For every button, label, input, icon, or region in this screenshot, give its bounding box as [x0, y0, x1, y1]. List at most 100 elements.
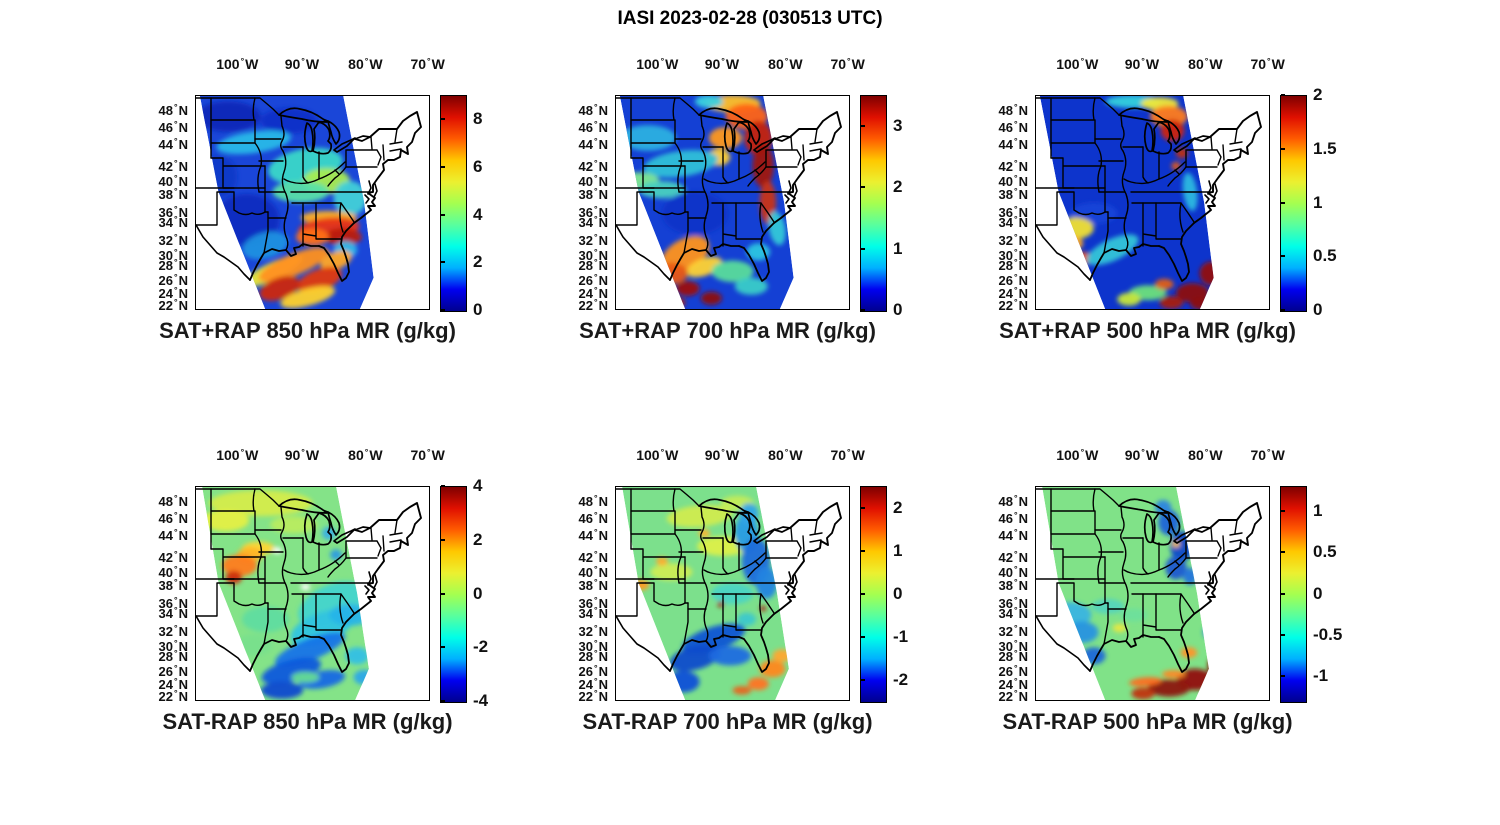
lat-tick-label: 28°N — [542, 646, 608, 664]
colorbar-tick-mark — [861, 309, 865, 311]
lat-tick-suffix: N — [1018, 173, 1028, 189]
lat-tick-value: 34 — [578, 215, 593, 231]
lat-tick-suffix: N — [178, 511, 188, 527]
lon-tick-label: 70°W — [1238, 56, 1298, 72]
axes-frame — [615, 486, 850, 701]
degree-symbol: ° — [174, 576, 178, 587]
degree-symbol: ° — [364, 447, 369, 457]
colorbar-tick-label: 0.5 — [1313, 246, 1337, 266]
degree-symbol: ° — [301, 56, 305, 66]
degree-symbol: ° — [594, 297, 598, 308]
lat-tick-label: 32°N — [542, 621, 608, 639]
lon-tick-suffix: W — [851, 447, 865, 463]
lat-tick-label: 36°N — [962, 593, 1028, 611]
lat-tick-value: 32 — [578, 624, 593, 640]
data-blob — [222, 554, 258, 577]
lon-tick-label: 100°W — [627, 447, 687, 463]
colorbar-sat-plus-rap-850 — [440, 95, 467, 312]
degree-symbol: ° — [174, 548, 178, 559]
degree-symbol: ° — [594, 272, 598, 283]
degree-symbol: ° — [1014, 232, 1018, 243]
lon-tick-suffix: W — [369, 447, 383, 463]
lat-tick-value: 30 — [578, 247, 593, 263]
data-blob — [772, 649, 789, 663]
lon-tick-label: 80°W — [335, 447, 395, 463]
degree-symbol: ° — [594, 185, 598, 196]
data-blob — [225, 570, 242, 584]
lat-tick-suffix: N — [1018, 215, 1028, 231]
degree-symbol: ° — [847, 447, 851, 457]
lat-tick-label: 28°N — [122, 646, 188, 664]
lat-tick-value: 48 — [998, 493, 1013, 509]
data-blob — [619, 125, 677, 151]
data-blob — [1160, 119, 1185, 142]
degree-symbol: ° — [174, 492, 178, 503]
lat-tick-value: 40 — [998, 564, 1013, 580]
lon-tick-suffix: W — [245, 56, 259, 72]
data-blob — [1119, 608, 1148, 622]
data-blob — [1128, 677, 1162, 687]
data-blob — [202, 509, 250, 532]
lat-tick-suffix: N — [178, 186, 188, 202]
degree-symbol: ° — [174, 214, 178, 225]
lat-tick-suffix: N — [598, 186, 608, 202]
lon-tick-value: 80 — [348, 447, 364, 463]
colorbar-tick-label: -2 — [473, 637, 489, 657]
lon-tick-suffix: W — [789, 56, 803, 72]
degree-symbol: ° — [594, 563, 598, 574]
lat-tick-suffix: N — [178, 664, 188, 680]
lat-tick-suffix: N — [1018, 137, 1028, 153]
data-blob — [1056, 217, 1094, 240]
lon-tick-suffix: W — [725, 56, 740, 72]
lon-tick-value: 100 — [1056, 56, 1080, 72]
lon-tick-label: 80°W — [755, 56, 815, 72]
lat-tick-value: 44 — [998, 528, 1013, 544]
lat-tick-label: 48°N — [962, 100, 1028, 118]
degree-symbol: ° — [1014, 203, 1018, 214]
lon-tick-suffix: W — [1145, 447, 1160, 463]
lat-tick-value: 32 — [158, 624, 173, 640]
lon-tick-label: 80°W — [335, 56, 395, 72]
lat-tick-label: 38°N — [962, 575, 1028, 593]
colorbar-tick-label: -0.5 — [1313, 624, 1343, 644]
lat-tick-label: 46°N — [122, 117, 188, 135]
colorbar-tick-label: 4 — [473, 476, 483, 495]
degree-symbol: ° — [784, 56, 789, 66]
colorbar-tick-label: 0 — [893, 300, 903, 319]
lat-tick-value: 32 — [578, 233, 593, 249]
lat-tick-label: 22°N — [122, 295, 188, 313]
lat-tick-suffix: N — [178, 233, 188, 249]
lon-tick-label: 90°W — [692, 56, 752, 72]
lat-tick-suffix: N — [178, 528, 188, 544]
lat-tick-value: 30 — [998, 247, 1013, 263]
lat-tick-suffix: N — [1018, 649, 1028, 665]
colorbar-tick-mark — [861, 186, 865, 189]
lat-tick-suffix: N — [178, 102, 188, 118]
lat-tick-label: 42°N — [962, 547, 1028, 565]
lon-tick-value: 100 — [636, 56, 660, 72]
data-blob — [666, 297, 686, 308]
lat-tick-value: 44 — [158, 137, 173, 153]
data-blob — [1180, 647, 1198, 658]
degree-symbol: ° — [1204, 447, 1209, 457]
colorbar-tick-mark — [441, 261, 445, 264]
lat-tick-value: 38 — [578, 577, 593, 593]
degree-symbol: ° — [174, 688, 178, 699]
lat-tick-value: 22 — [578, 689, 593, 705]
data-blob — [291, 671, 320, 683]
lat-tick-label: 28°N — [542, 255, 608, 273]
lat-tick-suffix: N — [598, 664, 608, 680]
panel-title-sat-plus-rap-500: SAT+RAP 500 hPa MR (g/kg) — [999, 318, 1296, 343]
data-blob — [1112, 623, 1127, 633]
lat-tick-suffix: N — [178, 247, 188, 263]
lon-tick-label: 100°W — [1047, 447, 1107, 463]
degree-symbol: ° — [594, 648, 598, 659]
lat-tick-value: 48 — [158, 102, 173, 118]
lat-tick-label: 40°N — [962, 171, 1028, 189]
lat-tick-label: 42°N — [122, 156, 188, 174]
lon-tick-label: 70°W — [398, 56, 458, 72]
lat-tick-suffix: N — [598, 595, 608, 611]
degree-symbol: ° — [784, 447, 789, 457]
lat-tick-value: 30 — [158, 638, 173, 654]
colorbar-tick-label: 0 — [1313, 300, 1323, 319]
